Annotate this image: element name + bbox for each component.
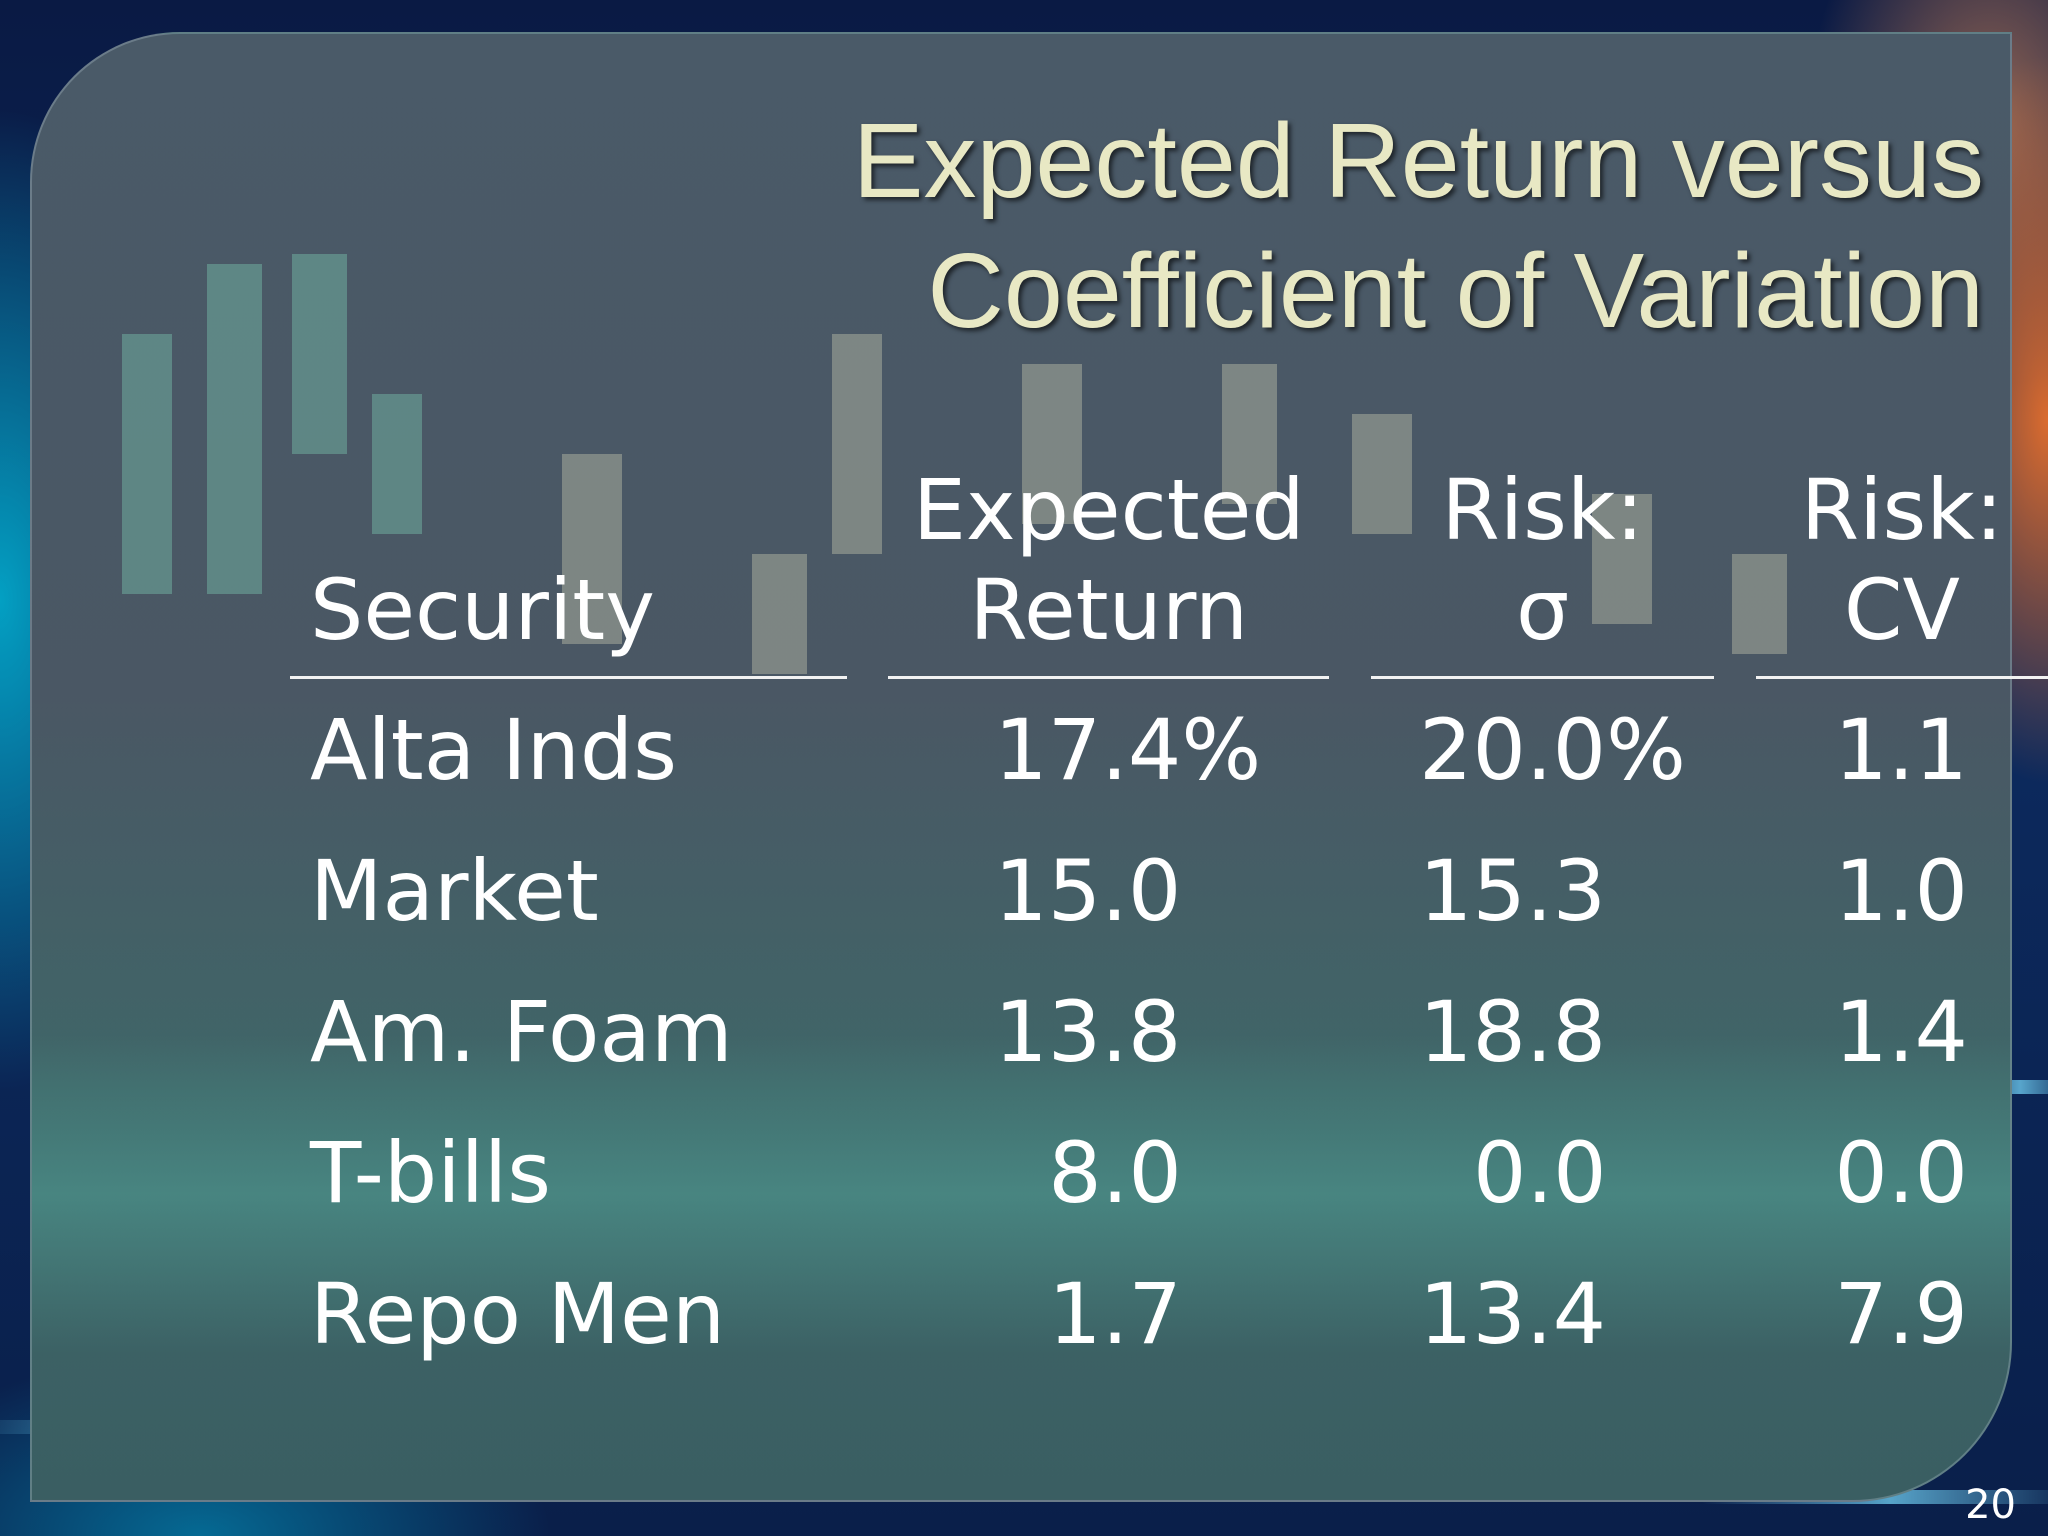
header-security: Security	[290, 460, 847, 679]
cell-sigma: 20.0%	[1419, 700, 1686, 799]
decorative-bar	[292, 254, 347, 454]
table-row: Repo Men 1.7 13.4 7.9	[290, 1243, 2048, 1384]
table-row: Market 15.0 15.3 1.0	[290, 820, 2048, 961]
header-cv-line-1: Risk:	[1800, 461, 2004, 559]
header-expected-line-2: Return	[969, 561, 1249, 659]
header-cv-line-2: CV	[1843, 561, 1961, 659]
cell-cv: 1.0	[1834, 841, 1968, 940]
table-row: T-bills 8.0 0.0 0.0	[290, 1102, 2048, 1243]
cell-expected-return: 17.4%	[994, 700, 1262, 799]
cell-security: T-bills	[310, 1123, 552, 1222]
header-expected-return: Expected Return	[888, 460, 1330, 679]
title-line-2: Coefficient of Variation	[927, 232, 1984, 350]
cell-sigma: 15.3	[1419, 841, 1607, 940]
cell-sigma: 18.8	[1419, 982, 1607, 1081]
cell-expected-return: 15.0	[994, 841, 1182, 940]
cell-sigma: 13.4	[1419, 1264, 1607, 1363]
header-expected-line-1: Expected	[912, 461, 1305, 559]
page-number: 20	[1965, 1482, 2016, 1528]
decorative-bar	[752, 554, 807, 674]
column-gap	[847, 460, 889, 679]
cell-cv: 1.4	[1834, 982, 1968, 1081]
decorative-bar	[1592, 494, 1652, 624]
column-gap	[1329, 460, 1371, 679]
column-gap	[1714, 460, 1756, 679]
cell-sigma: 0.0	[1473, 1123, 1607, 1222]
header-sigma-line-2: σ	[1515, 561, 1570, 659]
decorative-bar	[1352, 414, 1412, 534]
securities-table: Security Expected Return Risk: σ Risk: C…	[290, 460, 2048, 1384]
header-security-label: Security	[310, 561, 655, 659]
cell-expected-return: 1.7	[1048, 1264, 1182, 1363]
table-row: Am. Foam 13.8 18.8 1.4	[290, 961, 2048, 1102]
cell-cv: 0.0	[1834, 1123, 1968, 1222]
content-panel: Expected Return versus Coefficient of Va…	[30, 32, 2012, 1502]
decorative-band	[32, 1034, 2010, 1354]
cell-cv: 1.1	[1834, 700, 1968, 799]
decorative-bar	[1222, 364, 1277, 504]
decorative-bar	[1732, 554, 1787, 654]
cell-expected-return: 8.0	[1048, 1123, 1182, 1222]
cell-expected-return: 13.8	[994, 982, 1182, 1081]
decorative-bar	[1022, 364, 1082, 524]
cell-security: Am. Foam	[310, 982, 733, 1081]
decorative-bar	[207, 264, 262, 594]
table-row: Alta Inds 17.4% 20.0% 1.1	[290, 679, 2048, 820]
slide-title: Expected Return versus Coefficient of Va…	[510, 96, 2010, 356]
cell-security: Market	[310, 841, 599, 940]
decorative-bar	[562, 454, 622, 644]
table-header-row: Security Expected Return Risk: σ Risk: C…	[290, 460, 2048, 679]
header-risk-cv: Risk: CV	[1755, 460, 2048, 679]
header-risk-sigma: Risk: σ	[1371, 460, 1715, 679]
cell-security: Alta Inds	[310, 700, 678, 799]
decorative-bar	[372, 394, 422, 534]
cell-cv: 7.9	[1834, 1264, 1968, 1363]
title-line-1: Expected Return versus	[852, 102, 1984, 220]
header-sigma-line-1: Risk:	[1441, 461, 1644, 559]
decorative-bar	[122, 334, 172, 594]
cell-security: Repo Men	[310, 1264, 726, 1363]
decorative-bar	[832, 334, 882, 554]
